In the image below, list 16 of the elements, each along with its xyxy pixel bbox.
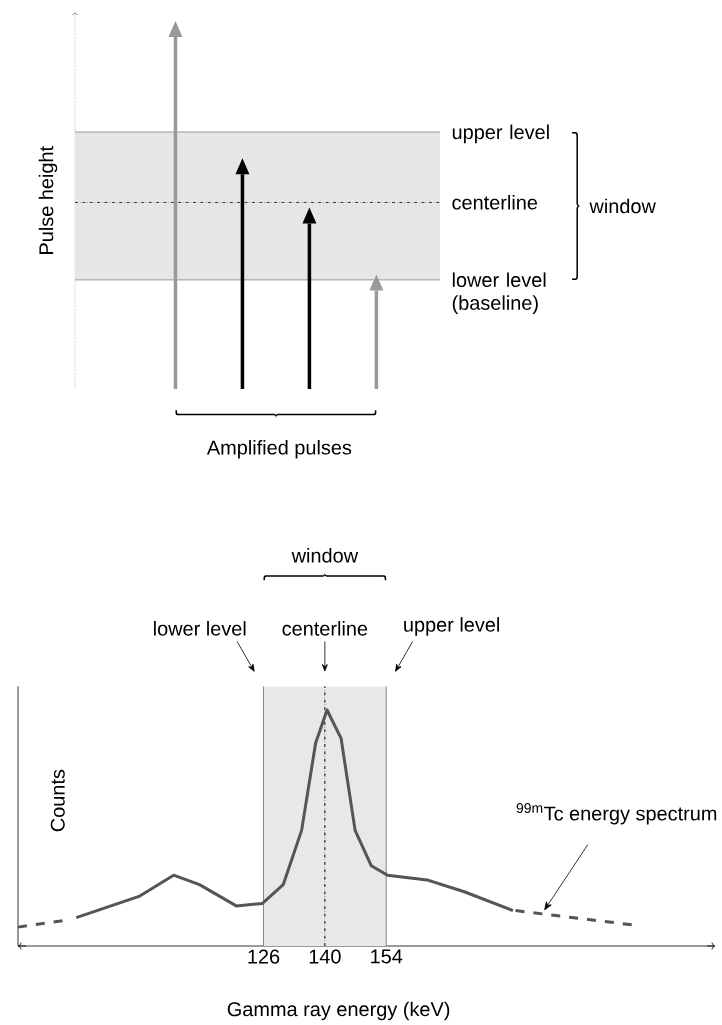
ref-line-label: lower level (baseline)	[452, 272, 546, 314]
ref-line-label: upper level	[452, 124, 549, 144]
x-tick-label: 126	[248, 949, 280, 964]
x-tick-label: 154	[371, 949, 403, 964]
x-axis-title: Amplified pulses	[206, 439, 352, 459]
ref-line-label: upper level	[404, 617, 500, 636]
ref-line-label: centerline	[452, 194, 538, 210]
text: window	[291, 548, 359, 563]
ref-line-label: lower level	[154, 621, 246, 636]
annotation: $^{99m}$Tc energy spectrum	[516, 803, 717, 825]
y-axis-title: Counts	[50, 769, 65, 832]
ref-line-label: centerline	[282, 621, 368, 636]
y-axis-title: Pulse height	[38, 146, 58, 254]
x-axis-title: Gamma ray energy (keV)	[227, 1001, 450, 1021]
text: window	[589, 198, 656, 214]
x-tick-label: 140	[309, 949, 341, 964]
